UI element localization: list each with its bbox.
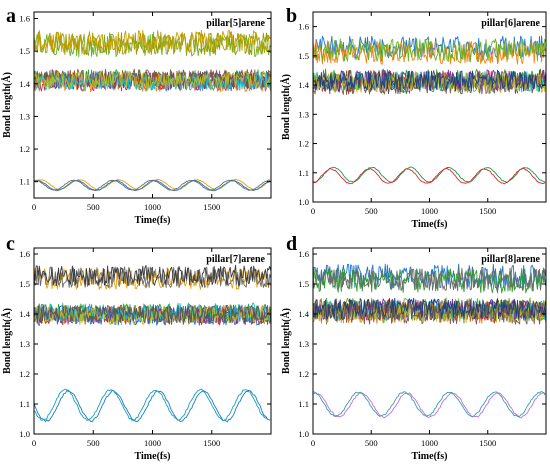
x-tick-label: 1000: [421, 206, 438, 216]
series-line-g0-0: [34, 33, 271, 58]
y-tick-label: 1.6: [298, 22, 309, 32]
panel-annotation: pillar[7]arene: [206, 254, 265, 265]
panel-c: 0 500 1000 1500 1.0 1.1 1.2 1.3 1.4 1.5 1.6 Time(fs…: [1, 233, 272, 462]
y-tick-label: 1.0: [19, 429, 30, 439]
x-tick-label: 500: [87, 438, 100, 448]
series-line-g1-8: [34, 70, 271, 91]
panel-b: 0 500 1000 1500 1.0 1.1 1.2 1.3 1.4 1.5 1.6 Time(fs…: [280, 5, 547, 230]
series-line-g0-2: [313, 267, 546, 292]
panel-d: 0 500 1000 1500 1.0 1.1 1.2 1.3 1.4 1.5 1.6 Time(fs…: [280, 233, 547, 462]
y-tick-label: 1.4: [19, 309, 30, 319]
series-line-g2-0: [313, 166, 546, 183]
series-line-g1-8: [34, 304, 271, 324]
panel-annotation: pillar[5]arene: [206, 18, 265, 29]
y-tick-label: 1.2: [298, 369, 309, 379]
y-tick-label: 1.1: [19, 399, 30, 409]
series-line-g1-7: [313, 70, 546, 92]
y-tick-label: 1.5: [298, 279, 309, 289]
panel-letter: a: [6, 5, 16, 27]
series-line-g1-5: [34, 304, 271, 323]
y-tick-label: 1.2: [298, 139, 309, 149]
y-tick-label: 1.2: [19, 144, 30, 154]
x-tick-label: 1000: [144, 438, 161, 448]
panel-letter: b: [286, 5, 297, 27]
series-line-g1-7: [34, 306, 271, 326]
x-tick-label: 1500: [203, 202, 220, 212]
x-tick-label: 500: [87, 202, 100, 212]
x-tick-label: 500: [365, 438, 378, 448]
series-line-g2-0: [313, 391, 546, 419]
series-line-g0-2: [34, 264, 271, 287]
x-tick-label: 0: [32, 202, 36, 212]
y-tick-label: 1.1: [298, 168, 309, 178]
x-tick-label: 0: [32, 438, 36, 448]
series-line-g2-0: [34, 389, 271, 423]
panel-letter: d: [286, 233, 297, 255]
series-line-g0-1: [313, 40, 546, 65]
y-tick-label: 1.3: [19, 339, 30, 349]
y-tick-label: 1.0: [298, 429, 309, 439]
x-axis-label: Time(fs): [135, 451, 171, 462]
series-line-g2-2: [34, 179, 271, 191]
x-tick-label: 500: [365, 206, 378, 216]
y-tick-label: 1.3: [19, 111, 30, 121]
x-tick-label: 1000: [421, 438, 438, 448]
y-tick-label: 1.5: [19, 46, 30, 56]
panel-annotation: pillar[8]arene: [481, 254, 540, 265]
y-axis-label: Bond length(Å): [1, 72, 13, 138]
series-line-g2-1: [313, 391, 546, 418]
x-axis-label: Time(fs): [135, 215, 171, 226]
y-tick-label: 1.0: [298, 197, 309, 207]
series-line-g1-7: [34, 72, 271, 92]
x-tick-label: 1000: [144, 202, 161, 212]
y-tick-label: 1.1: [298, 399, 309, 409]
series-line-g0-1: [34, 266, 271, 289]
series-line-g0-2: [34, 29, 271, 54]
y-axis-label: Bond length(Å): [1, 308, 13, 374]
x-tick-label: 0: [311, 206, 315, 216]
panel-annotation: pillar[6]arene: [481, 18, 540, 29]
y-axis-label: Bond length(Å): [280, 308, 292, 374]
y-tick-label: 1.2: [19, 369, 30, 379]
y-tick-label: 1.5: [19, 279, 30, 289]
series-line-g1-7: [313, 299, 546, 322]
series-line-g0-1: [34, 31, 271, 56]
y-tick-label: 1.3: [298, 339, 309, 349]
x-tick-label: 1500: [203, 438, 220, 448]
panel-letter: c: [6, 233, 15, 255]
y-tick-label: 1.6: [19, 14, 30, 24]
y-tick-label: 1.5: [298, 51, 309, 61]
series-layer: [34, 29, 271, 192]
series-line-g2-1: [313, 168, 546, 185]
series-line-g1-6: [313, 301, 546, 323]
series-layer: [313, 35, 546, 185]
y-tick-label: 1.4: [298, 80, 309, 90]
y-tick-label: 1.1: [19, 177, 30, 187]
x-tick-label: 0: [311, 438, 315, 448]
panel-a: 0 500 1000 1500 1.1 1.2 1.3 1.4 1.5 1.6 Time(fs) Bo…: [1, 5, 272, 226]
series-line-g2-1: [34, 388, 271, 422]
series-line-g0-2: [313, 38, 546, 63]
y-tick-label: 1.4: [19, 79, 30, 89]
y-axis-label: Bond length(Å): [280, 74, 292, 140]
series-layer: [34, 264, 271, 423]
plot-frame: [312, 11, 547, 203]
x-axis-label: Time(fs): [412, 219, 448, 230]
y-tick-label: 1.6: [298, 249, 309, 259]
series-layer: [313, 263, 546, 419]
series-line-g1-8: [313, 297, 546, 320]
x-tick-label: 1500: [479, 206, 496, 216]
x-tick-label: 1500: [479, 438, 496, 448]
y-tick-label: 1.4: [298, 309, 309, 319]
y-tick-label: 1.6: [19, 249, 30, 259]
y-tick-label: 1.3: [298, 109, 309, 119]
x-axis-label: Time(fs): [412, 451, 448, 462]
